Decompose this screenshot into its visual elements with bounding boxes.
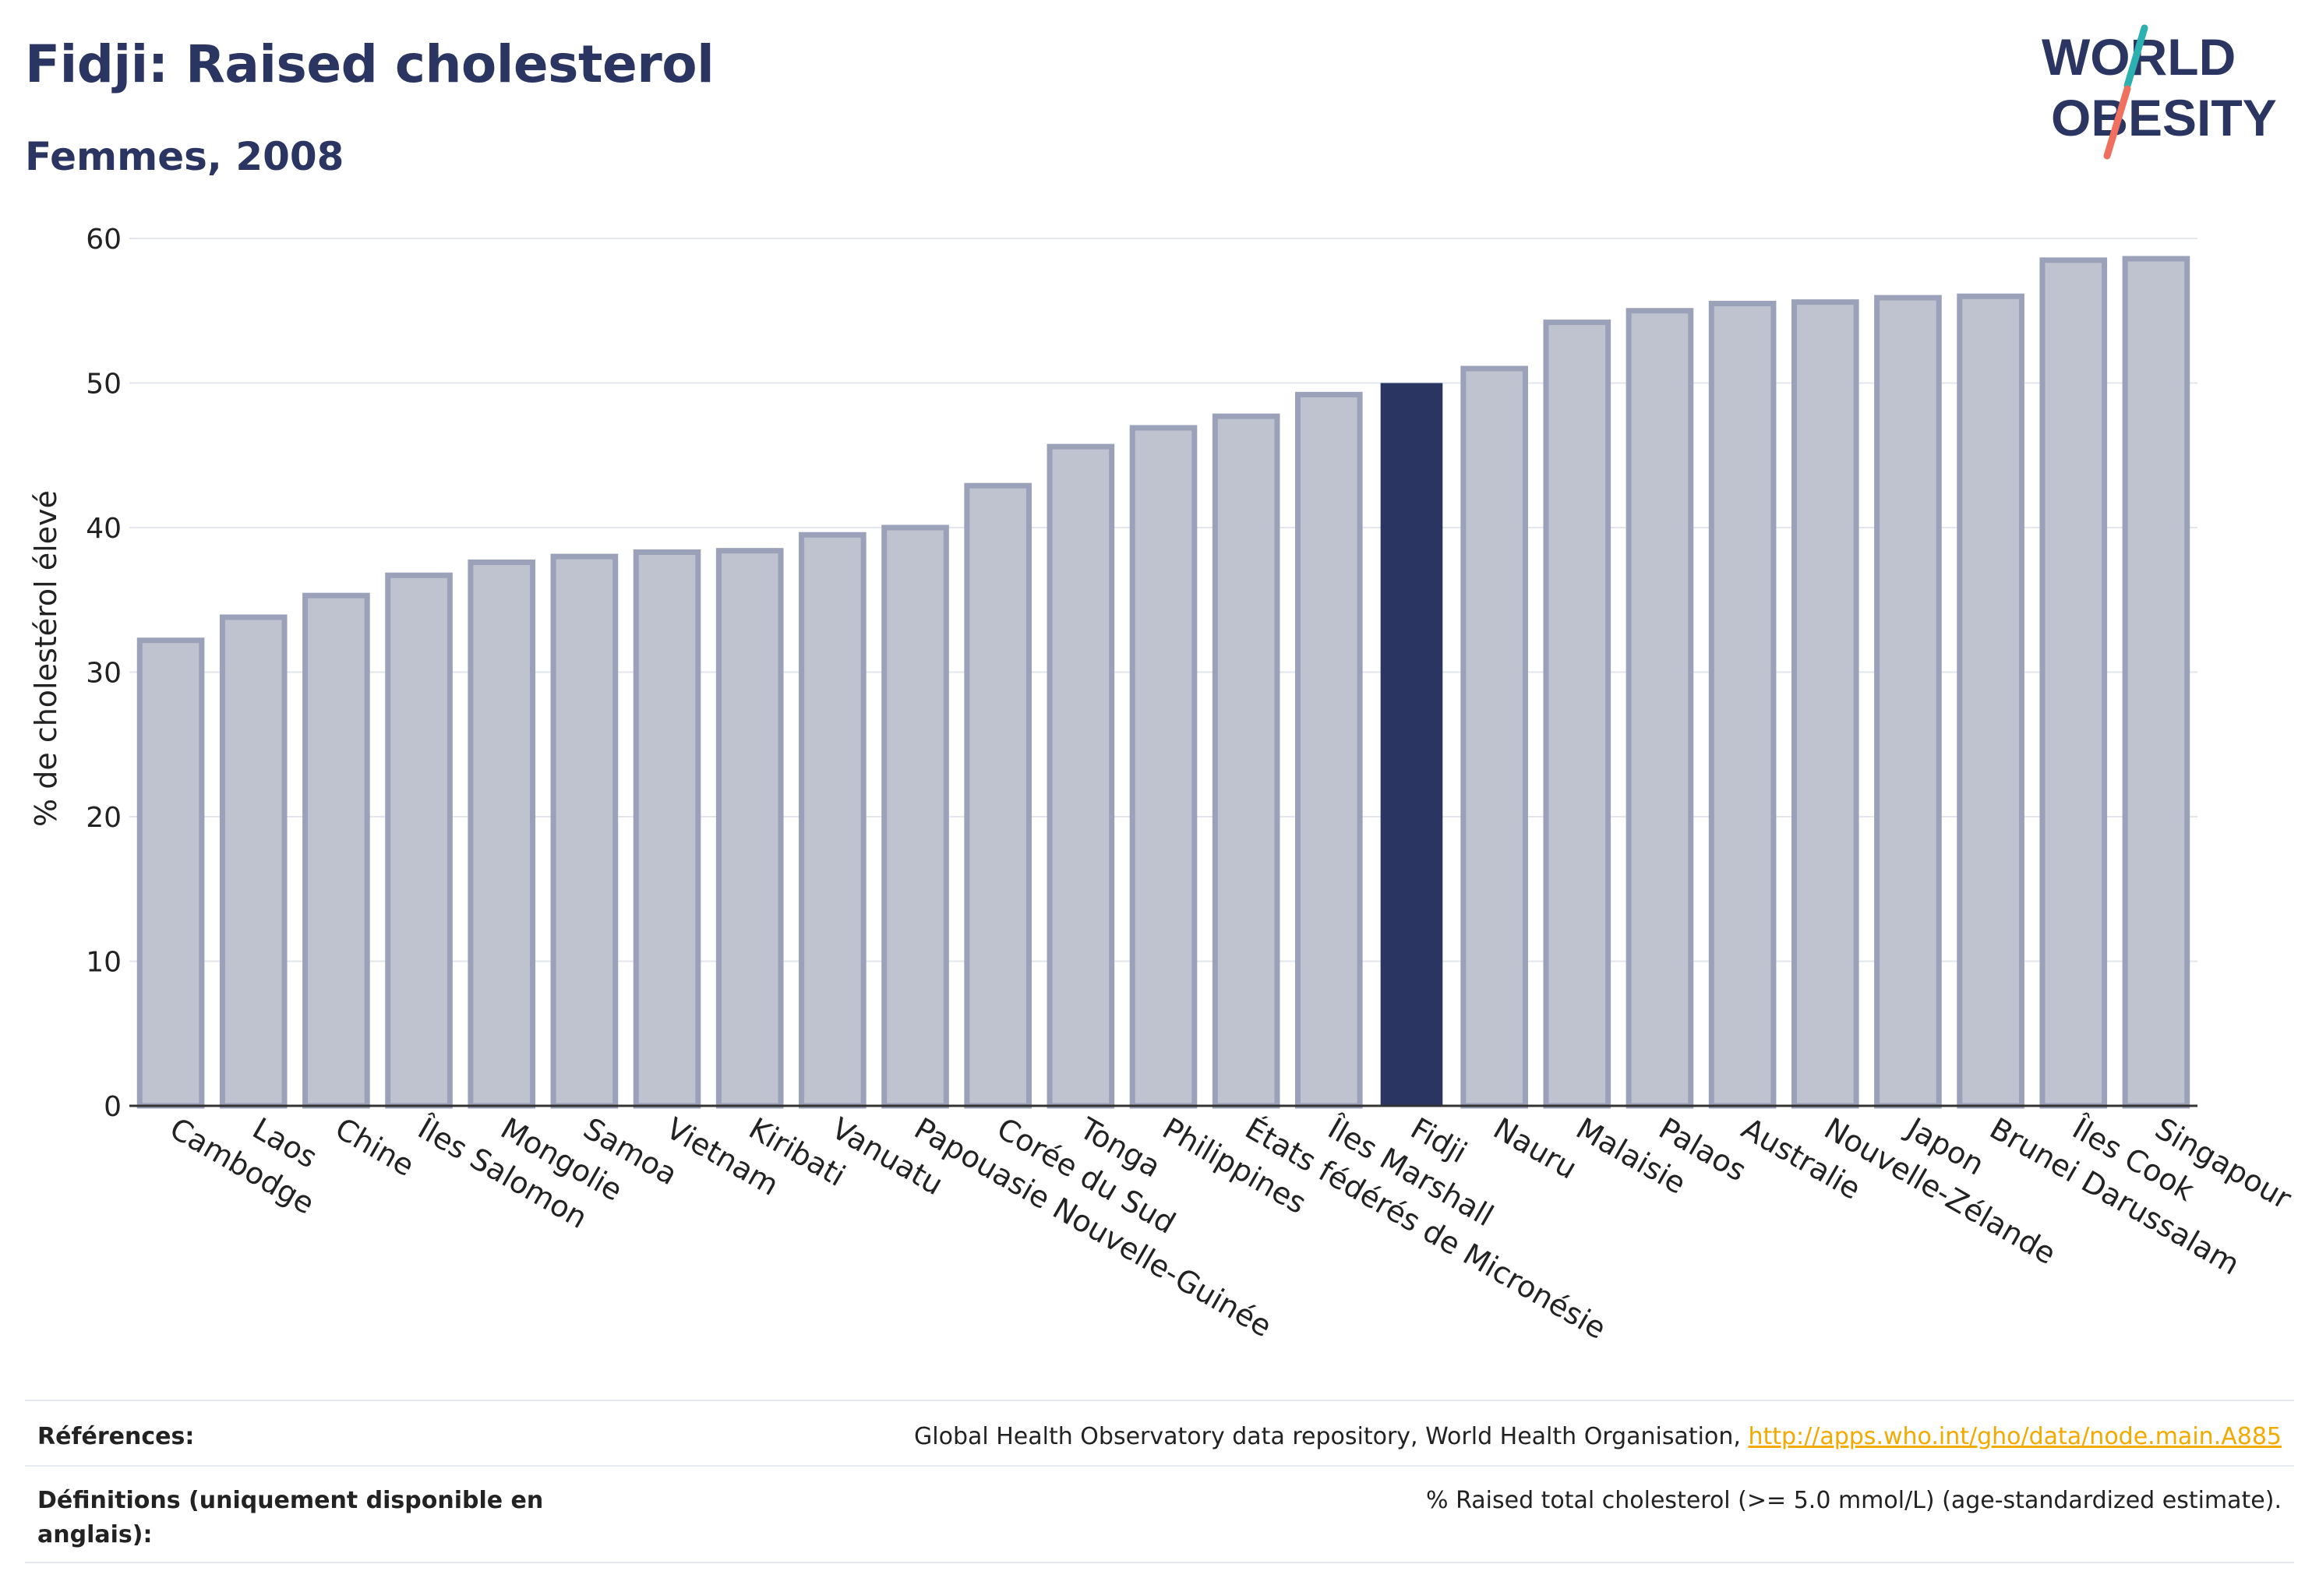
bar [799, 531, 867, 1109]
y-tick-label: 10 [86, 947, 122, 979]
bars [136, 256, 2190, 1109]
bar [881, 524, 949, 1109]
definitions-text: % Raised total cholesterol (>= 5.0 mmol/… [1426, 1487, 2282, 1514]
bar [1047, 443, 1115, 1109]
references-link[interactable]: http://apps.who.int/gho/data/node.main.A… [1748, 1423, 2282, 1450]
bar [2122, 256, 2190, 1109]
bar [1957, 293, 2024, 1109]
bar [1791, 299, 1859, 1109]
footer-middle-rule [25, 1465, 2294, 1467]
bar [136, 637, 205, 1109]
bar [468, 560, 536, 1109]
bar [1212, 413, 1280, 1109]
footer-top-rule [25, 1400, 2294, 1401]
bar [1295, 391, 1363, 1109]
page-subtitle: Femmes, 2008 [25, 134, 344, 179]
bar [633, 549, 701, 1109]
y-tick-label: 20 [86, 802, 122, 834]
y-axis-label: % de cholestérol élevé [29, 490, 63, 827]
y-tick-labels: 0 10 20 30 40 50 60 [86, 224, 122, 1123]
logo-slash-coral [2103, 85, 2131, 160]
logo-slash-teal [2123, 24, 2148, 90]
bar-highlight [1380, 383, 1443, 1106]
bar [1543, 320, 1611, 1109]
bar [2039, 257, 2108, 1109]
y-tick-label: 40 [86, 513, 122, 545]
bar [385, 572, 453, 1109]
bar [715, 548, 784, 1109]
bar [219, 614, 288, 1109]
bar [1460, 365, 1528, 1109]
references-source: Global Health Observatory data repositor… [914, 1423, 1749, 1450]
y-tick-label: 60 [86, 224, 122, 256]
bar [1708, 300, 1777, 1109]
page-title: Fidji: Raised cholesterol [25, 34, 715, 94]
bar [550, 553, 619, 1109]
bar [1874, 295, 1942, 1109]
references-label: Références: [37, 1423, 195, 1450]
bar [1129, 425, 1198, 1109]
bar [302, 592, 370, 1109]
world-obesity-logo: WORLD OBESITY [2042, 24, 2277, 160]
y-tick-label: 50 [86, 369, 122, 401]
logo-line-obesity: OBESITY [2051, 89, 2277, 147]
x-tick-label: Chine [330, 1111, 420, 1183]
y-tick-label: 30 [86, 658, 122, 690]
references-text: Global Health Observatory data repositor… [914, 1420, 2282, 1454]
bar [1626, 308, 1694, 1109]
bar [964, 482, 1032, 1109]
definitions-label: Définitions (uniquement disponible en an… [37, 1487, 544, 1548]
x-tick-label: Nauru [1488, 1111, 1583, 1186]
footer-bottom-rule [25, 1562, 2294, 1563]
y-tick-label: 0 [104, 1091, 122, 1123]
